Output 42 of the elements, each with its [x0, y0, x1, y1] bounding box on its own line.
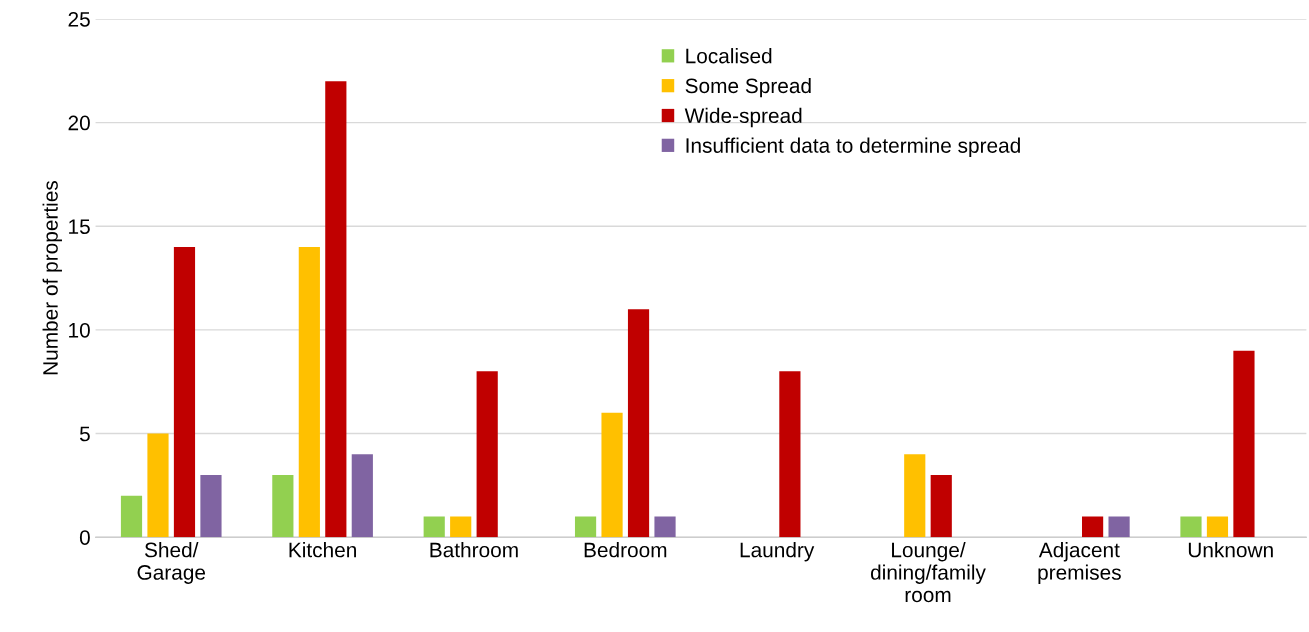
bar — [1108, 516, 1130, 538]
bar — [351, 454, 373, 538]
y-tick-label: 25 — [68, 11, 90, 27]
bar — [325, 81, 347, 538]
y-tick-label: 15 — [69, 219, 90, 235]
legend-label: Wide-spread — [684, 107, 802, 128]
x-tick-label: Laundry — [740, 542, 815, 562]
bar — [654, 516, 676, 538]
x-tick-label: Unknown — [1188, 542, 1273, 558]
legend-label: Localised — [686, 48, 772, 64]
bar — [930, 475, 952, 538]
bar — [1206, 516, 1229, 538]
legend-label: Some Spread — [685, 77, 811, 98]
x-tick-label: Bedroom — [584, 542, 667, 558]
bar — [601, 412, 623, 538]
bar — [904, 454, 926, 538]
bar — [272, 475, 294, 538]
bar — [1180, 516, 1202, 538]
y-axis-title: Number of properties — [42, 180, 62, 375]
x-tick-label: Bathroom — [430, 542, 518, 558]
bar — [779, 371, 801, 538]
bar — [450, 516, 472, 538]
bar — [1233, 350, 1255, 538]
x-tick-label: Kitchen — [289, 542, 356, 558]
legend-label: Insufficient data to determine spread — [686, 137, 1020, 158]
bar — [1082, 516, 1104, 538]
bar — [120, 495, 143, 538]
bar — [200, 475, 222, 538]
bar — [476, 371, 498, 538]
y-tick-label: 10 — [69, 322, 90, 338]
bar — [627, 309, 650, 538]
x-tick-label: Lounge/ dining/family room — [870, 542, 986, 603]
y-tick-label: 20 — [68, 115, 90, 131]
y-tick-label: 0 — [79, 530, 90, 545]
y-tick-label: 5 — [79, 426, 90, 442]
bar — [574, 516, 597, 538]
bar — [147, 433, 169, 538]
x-tick-label: Adjacent premises — [1038, 542, 1121, 584]
bar — [298, 246, 320, 538]
bar — [423, 516, 445, 538]
x-tick-label: Shed/ Garage — [137, 542, 206, 584]
bar — [173, 246, 196, 538]
